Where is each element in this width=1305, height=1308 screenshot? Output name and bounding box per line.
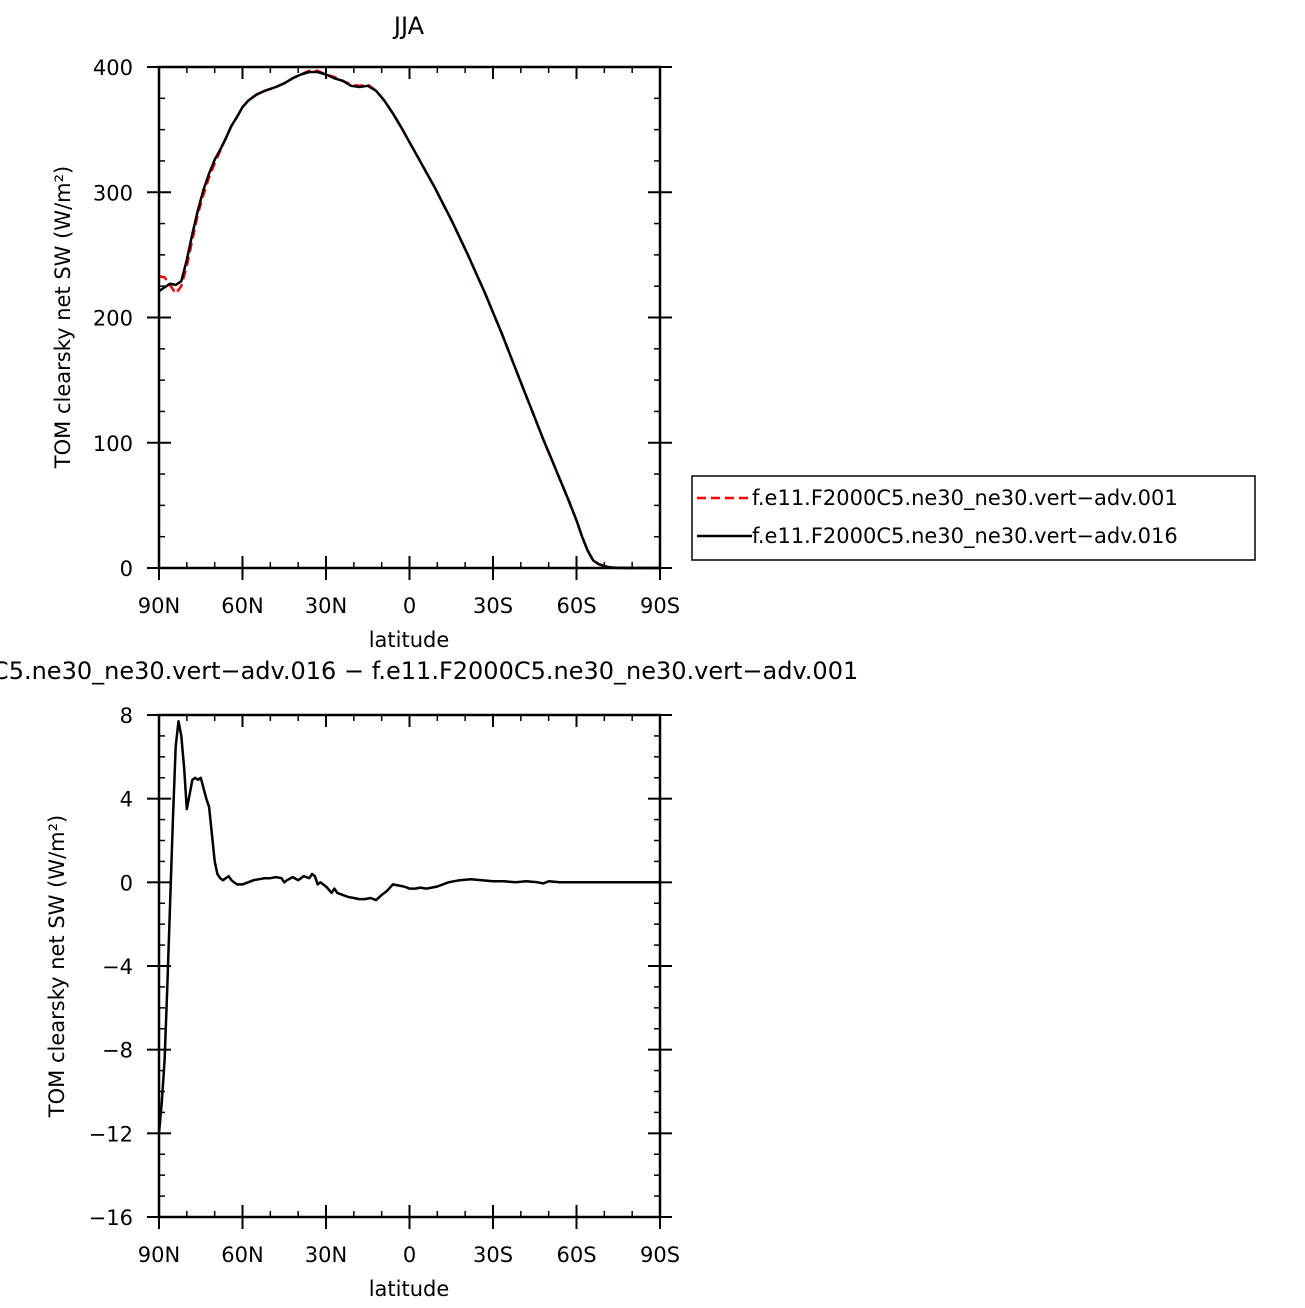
- bottom-plot-area: 90N 60N 30N 0 30S 60S 90S −16 −12 −8 −4 0 4 8: [89, 704, 680, 1267]
- bottom-x-tick-label: 30N: [305, 1243, 347, 1267]
- bottom-x-tick-label: 90S: [640, 1243, 680, 1267]
- bottom-x-tick-label: 60S: [556, 1243, 596, 1267]
- top-x-tick-label: 0: [403, 594, 416, 618]
- top-y-tick-label: 100: [93, 432, 133, 456]
- bottom-y-tick-label: −4: [102, 955, 133, 979]
- legend: f.e11.F2000C5.ne30_ne30.vert−adv.001 f.e…: [691, 475, 1256, 561]
- top-panel: JJA 90N 60N 30N 0 30S 60S 90S 0 100 200 300 400 lat…: [51, 12, 680, 652]
- bottom-y-tick-label: −12: [89, 1122, 133, 1146]
- top-x-tick-label: 60N: [221, 594, 263, 618]
- bottom-x-tick-label: 90N: [138, 1243, 180, 1267]
- top-y-axis-label: TOM clearsky net SW (W/m²): [51, 166, 75, 469]
- legend-label-series-001: f.e11.F2000C5.ne30_ne30.vert−adv.001: [752, 486, 1178, 511]
- legend-box: [691, 475, 1256, 561]
- bottom-panel-title: f.e11.F2000C5.ne30_ne30.vert−adv.016 − f…: [0, 657, 858, 685]
- bottom-y-tick-label: 8: [120, 704, 133, 728]
- bottom-series-line-0: [157, 720, 660, 1134]
- top-x-tick-label: 30S: [473, 594, 513, 618]
- top-series-line-1: [158, 70, 660, 570]
- bottom-y-tick-label: 4: [120, 788, 133, 812]
- legend-label-series-016: f.e11.F2000C5.ne30_ne30.vert−adv.016: [752, 524, 1178, 549]
- top-x-tick-label: 60S: [556, 594, 596, 618]
- bottom-y-tick-label: −16: [89, 1206, 133, 1230]
- bottom-x-tick-label: 60N: [221, 1243, 263, 1267]
- bottom-x-axis-label: latitude: [369, 1277, 450, 1301]
- bottom-y-axis-label: TOM clearsky net SW (W/m²): [45, 815, 69, 1118]
- top-x-axis-label: latitude: [369, 628, 450, 652]
- top-x-tick-label: 90S: [640, 594, 680, 618]
- top-x-tick-label: 30N: [305, 594, 347, 618]
- top-y-tick-label: 0: [120, 557, 133, 581]
- bottom-y-tick-label: 0: [120, 871, 133, 895]
- bottom-x-tick-label: 0: [403, 1243, 416, 1267]
- top-plot-area: 90N 60N 30N 0 30S 60S 90S 0 100 200 300 400: [93, 56, 680, 618]
- bottom-y-tick-label: −8: [102, 1039, 133, 1063]
- top-plot-frame: [157, 65, 662, 570]
- top-x-tick-label: 90N: [138, 594, 180, 618]
- top-y-tick-label: 400: [93, 56, 133, 80]
- bottom-panel: f.e11.F2000C5.ne30_ne30.vert−adv.016 − f…: [0, 657, 858, 1301]
- top-panel-title: JJA: [392, 12, 425, 40]
- bottom-plot-frame: [157, 713, 662, 1219]
- bottom-x-tick-label: 30S: [473, 1243, 513, 1267]
- top-y-tick-label: 300: [93, 181, 133, 205]
- top-y-tick-label: 200: [93, 307, 133, 331]
